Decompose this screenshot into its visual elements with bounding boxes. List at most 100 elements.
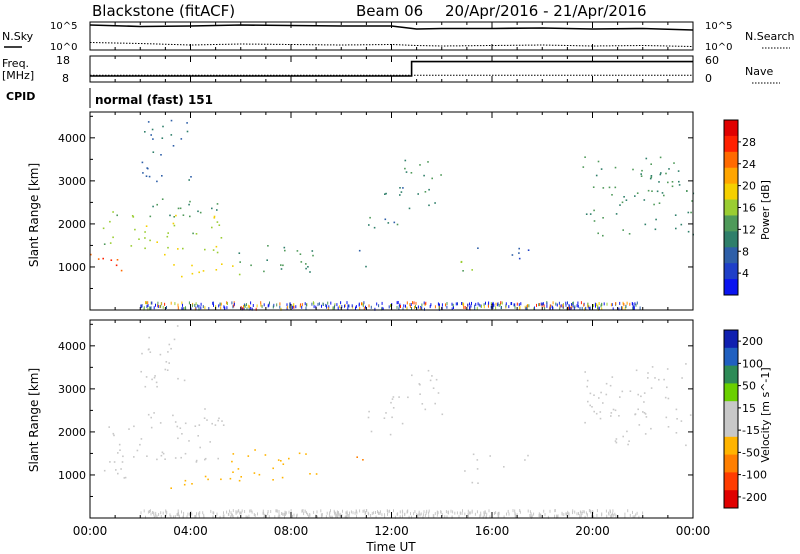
ground-scatter-cell (596, 513, 598, 517)
colorbar-segment (724, 247, 738, 264)
ground-scatter-cell (223, 511, 224, 515)
ground-scatter-cell (378, 304, 380, 308)
cell-band-11 (650, 176, 653, 179)
cell-band-5 (307, 266, 309, 268)
ground-scatter-cell (350, 510, 352, 514)
ground-scatter-cell (444, 515, 446, 519)
ground-scatter-cell (520, 302, 522, 306)
ground-scatter-cell (482, 515, 484, 519)
ground-scatter-cell (611, 515, 613, 519)
ground-scatter-cell (183, 307, 185, 311)
cell-band-1 (103, 243, 106, 245)
ground-scatter-cell (160, 304, 162, 308)
ground-scatter-cell (150, 306, 152, 310)
ground-scatter-cell (256, 304, 258, 308)
ground-scatter-cell (412, 301, 413, 305)
colorbar-segment (724, 401, 738, 420)
cell-band-11 (593, 394, 595, 396)
ground-scatter-cell (501, 301, 503, 305)
ground-scatter-cell (565, 512, 567, 516)
cell-band-3 (145, 175, 148, 177)
ground-scatter-cell (514, 303, 516, 307)
cell-band-2 (211, 207, 213, 210)
ground-scatter-cell (565, 301, 567, 305)
ground-scatter-cell (191, 304, 193, 308)
ground-scatter-cell (577, 304, 579, 308)
cell-band-1 (213, 217, 216, 219)
cell-band-0 (124, 476, 127, 479)
cell-band-11 (663, 378, 665, 381)
ground-scatter-cell (327, 301, 329, 305)
ground-scatter-cell (536, 303, 537, 307)
cell-band-3 (176, 325, 179, 327)
cell-band-0 (115, 469, 117, 471)
ground-scatter-cell (308, 514, 310, 518)
cell-band-3 (161, 137, 164, 139)
power-data-cells (90, 119, 695, 311)
nsky-series-line (89, 24, 694, 31)
cell-band-11 (643, 392, 646, 394)
cell-band-9 (477, 482, 479, 484)
ground-scatter-cell (497, 515, 499, 519)
cell-band-5 (231, 460, 233, 463)
ground-scatter-cell (284, 510, 286, 514)
ground-scatter-cell (287, 305, 289, 309)
ground-scatter-cell (461, 511, 463, 515)
ground-scatter-cell (160, 515, 162, 518)
cell-band-11 (610, 415, 612, 417)
cell-band-11 (663, 194, 665, 197)
ground-scatter-cell (513, 303, 515, 307)
ground-scatter-cell (149, 510, 150, 513)
cell-band-3 (151, 128, 154, 131)
ground-scatter-cell (510, 302, 512, 306)
cell-band-11 (637, 393, 639, 396)
ground-scatter-cell (288, 510, 290, 514)
ground-scatter-cell (284, 513, 286, 516)
cell-band-3 (142, 172, 144, 174)
ground-scatter-cell (147, 510, 149, 514)
cell-band-3 (146, 167, 148, 169)
cell-band-1 (117, 452, 119, 454)
colorbar-segment (724, 330, 738, 349)
ground-scatter-cell (571, 303, 573, 306)
ground-scatter-cell (635, 303, 637, 307)
cell-band-3 (148, 348, 150, 350)
cell-band-11 (584, 421, 586, 424)
ground-scatter-cell (505, 304, 507, 308)
cell-band-7 (369, 216, 371, 219)
cell-band-3 (164, 368, 167, 371)
cell-band-0 (120, 468, 122, 470)
noise-tick-low-right: 10^0 (705, 42, 732, 53)
ground-scatter-cell (624, 515, 626, 519)
x-tick-label: 00:00 (676, 524, 711, 538)
cell-band-2 (153, 412, 155, 414)
ground-scatter-cell (516, 513, 518, 517)
cell-band-1 (179, 427, 182, 429)
ground-scatter-cell (204, 306, 206, 310)
ground-scatter-cell (598, 306, 600, 310)
ground-scatter-cell (624, 307, 626, 311)
ground-scatter-cell (186, 515, 188, 519)
velocity-colorbar: 200 100 50 15 -15 -50 -100 -200 (723, 329, 767, 509)
cell-band-1 (204, 458, 206, 461)
ground-scatter-cell (240, 511, 242, 515)
colorbar-segment (724, 151, 738, 169)
ground-scatter-cell (200, 302, 202, 306)
y-tick-label: 2000 (58, 218, 86, 231)
cell-band-5 (315, 473, 318, 475)
ground-scatter-cell (568, 512, 570, 516)
cell-band-1 (149, 215, 152, 218)
cell-band-11 (589, 404, 591, 407)
ground-scatter-cell (581, 306, 583, 310)
ground-scatter-cell (160, 511, 162, 515)
ground-scatter-cell (463, 305, 465, 309)
velocity-colorbar-label: Velocity [m s^-1] (759, 367, 772, 462)
ground-scatter-cell (555, 302, 557, 306)
ground-scatter-cell (218, 304, 220, 308)
ground-scatter-cell (450, 509, 452, 513)
ground-scatter-cell (363, 301, 365, 305)
ground-scatter-cell (346, 515, 348, 519)
ground-scatter-cell (490, 302, 492, 306)
cell-band-1 (112, 211, 114, 213)
cell-band-1 (149, 239, 151, 242)
